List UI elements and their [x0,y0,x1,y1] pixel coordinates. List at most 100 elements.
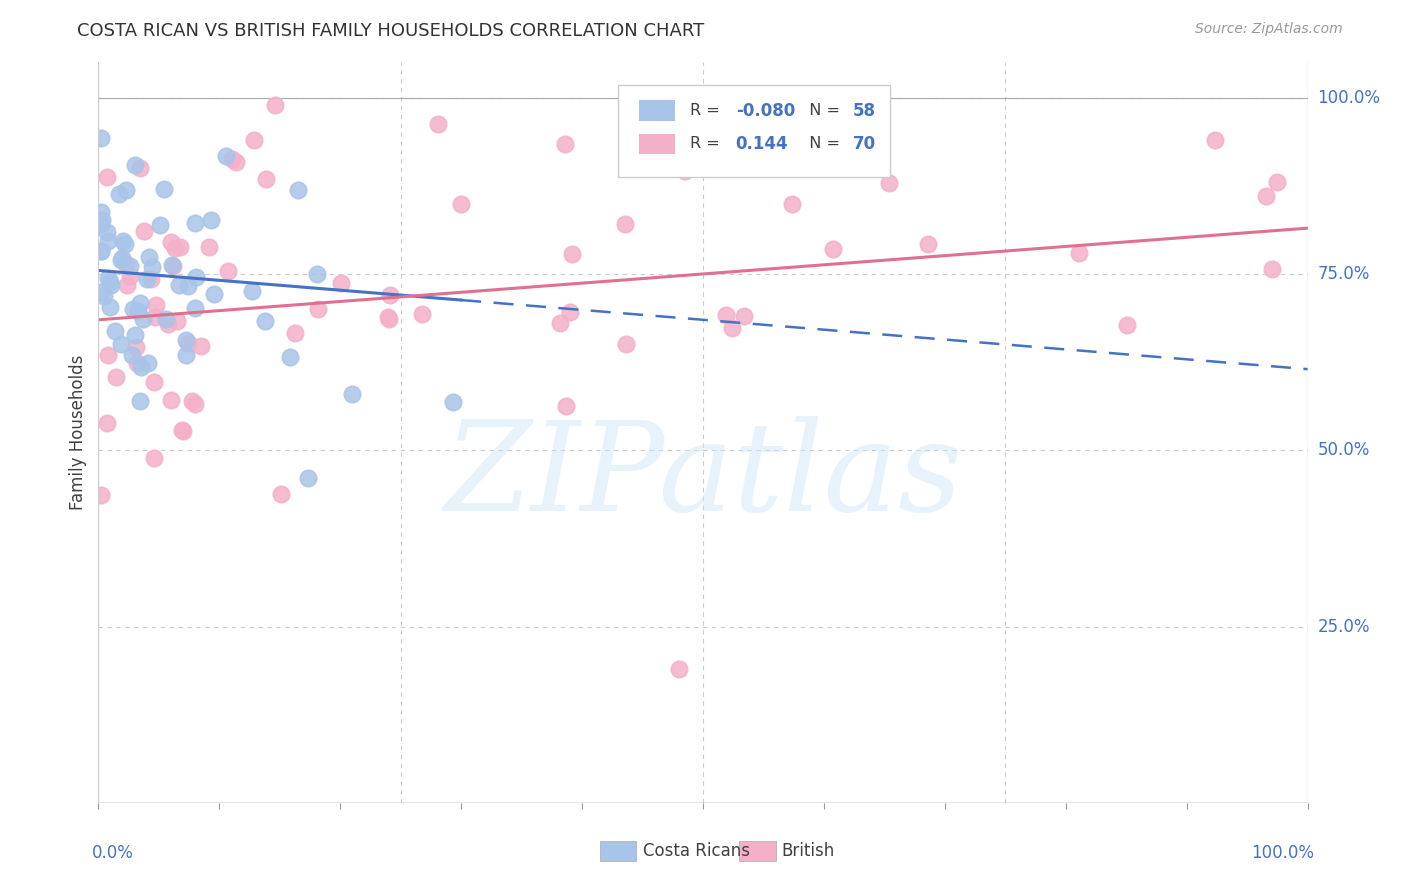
Point [117,277,139,292]
Point [198,240,221,254]
Point [97,349,120,363]
Point [1261,262,1284,277]
Point [284,326,307,340]
Point [1265,175,1288,189]
Point [132,223,155,237]
Point [555,399,578,413]
Text: Costa Ricans: Costa Ricans [643,842,749,860]
Point [190,339,212,353]
Point [124,328,146,343]
Point [157,318,180,332]
Point [1256,188,1278,202]
Point [141,260,163,274]
Point [143,310,166,324]
Point [90,131,112,145]
Point [297,471,319,485]
Point [125,340,148,354]
Point [174,333,197,347]
Point [104,369,127,384]
Point [96,170,118,185]
Point [98,275,121,289]
Point [160,235,183,249]
Point [128,393,150,408]
Point [90,244,112,258]
Text: N =: N = [799,103,845,118]
Point [411,307,433,321]
Point [128,161,150,176]
FancyBboxPatch shape [619,85,890,178]
Point [733,309,755,323]
Point [131,311,153,326]
Point [155,311,177,326]
Point [240,285,263,299]
Text: -0.080: -0.080 [735,102,794,120]
Point [98,300,121,314]
Point [558,305,581,319]
Text: 100.0%: 100.0% [1250,844,1313,862]
Point [127,356,149,370]
Point [184,269,207,284]
Point [254,172,277,186]
Point [149,218,172,232]
Point [183,397,205,411]
Point [716,308,738,322]
Text: 58: 58 [853,102,876,120]
Point [330,277,353,291]
Point [613,217,636,231]
Point [118,259,141,273]
Text: 0.0%: 0.0% [93,844,134,862]
FancyBboxPatch shape [638,134,675,154]
Text: 70: 70 [853,135,876,153]
FancyBboxPatch shape [600,841,637,861]
Point [122,302,145,317]
Text: 25.0%: 25.0% [1317,617,1369,635]
Point [720,321,742,335]
Point [121,348,143,362]
Point [548,316,571,330]
Point [172,424,194,438]
Point [221,152,243,166]
Text: British: British [782,842,835,860]
Point [97,270,120,285]
Text: 0.144: 0.144 [735,135,789,153]
Point [162,258,184,272]
Text: 75.0%: 75.0% [1317,265,1369,283]
Point [120,269,142,284]
Point [90,205,112,219]
Point [104,325,127,339]
Point [115,256,138,270]
Text: ZIPatlas: ZIPatlas [444,417,962,538]
Point [136,272,159,286]
Point [1204,133,1226,147]
Point [177,278,200,293]
Point [110,336,132,351]
Point [287,183,309,197]
Point [93,289,115,303]
Point [169,240,191,254]
Point [142,375,165,389]
Point [342,387,364,401]
Point [124,158,146,172]
Point [129,296,152,310]
Text: Source: ZipAtlas.com: Source: ZipAtlas.com [1195,22,1343,37]
Point [307,301,329,316]
Point [877,176,900,190]
Point [217,264,239,278]
Point [114,183,136,197]
Point [280,350,302,364]
Point [215,149,238,163]
Point [668,662,690,676]
Point [96,225,118,239]
Point [114,236,136,251]
Point [823,242,845,256]
Point [270,487,292,501]
Point [139,272,162,286]
Text: 100.0%: 100.0% [1317,88,1381,107]
Point [136,356,159,370]
Point [427,118,450,132]
Point [225,154,247,169]
Point [780,197,803,211]
Point [377,310,399,325]
Point [163,241,186,255]
Point [184,301,207,315]
